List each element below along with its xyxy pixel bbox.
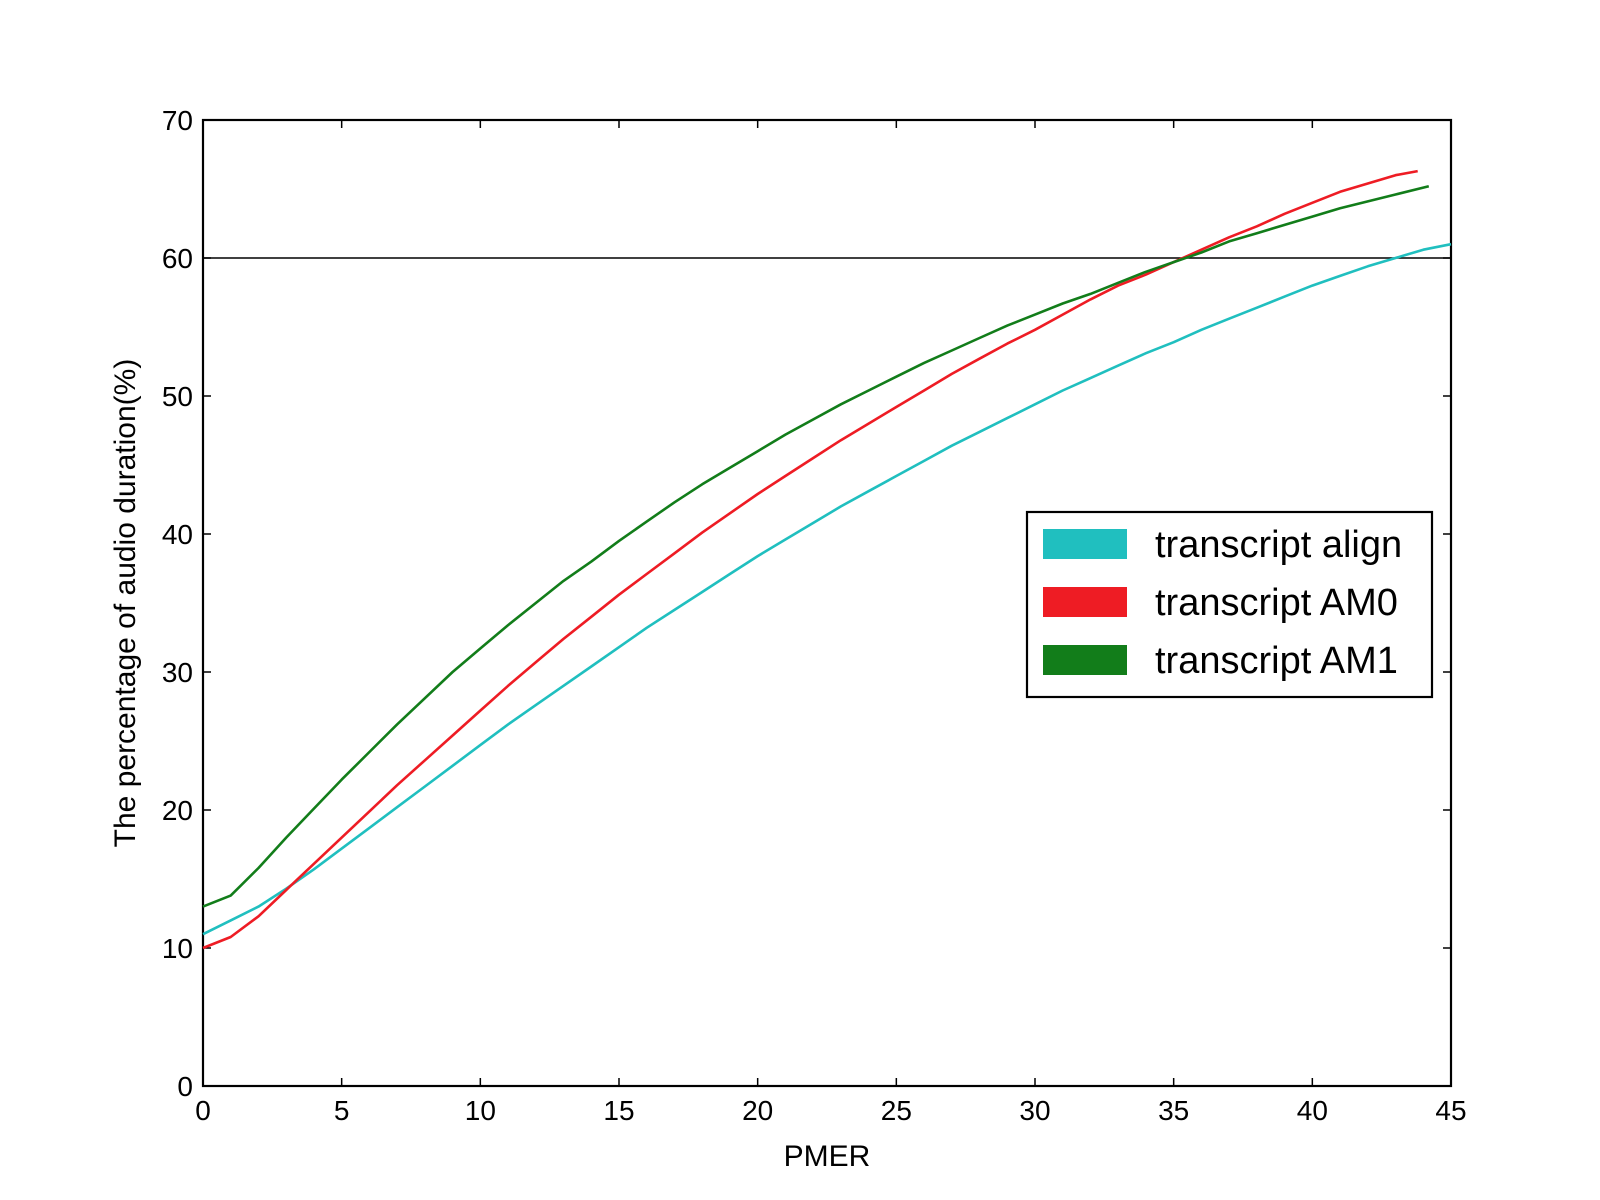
x-tick-label: 5 xyxy=(334,1095,350,1126)
y-tick-label: 20 xyxy=(162,795,193,826)
y-tick-label: 10 xyxy=(162,933,193,964)
legend: transcript align transcript AM0 transcript… xyxy=(1025,510,1434,699)
x-tick-label: 25 xyxy=(881,1095,912,1126)
legend-label-3: transcript AM1 xyxy=(1155,640,1398,682)
series-line-2 xyxy=(202,169,1418,950)
y-axis-title: The percentage of audio duration(%) xyxy=(109,359,142,848)
tick-labels: 0 5 10 15 20 25 30 35 40 45 0 10 20 30 40 50 60 70 xyxy=(162,105,1467,1126)
y-tick-label: 60 xyxy=(162,243,193,274)
plot-area xyxy=(201,118,1453,1088)
plot-frame xyxy=(201,118,1453,1088)
series-layer xyxy=(202,169,1452,950)
x-tick-label: 10 xyxy=(465,1095,496,1126)
legend-label-2: transcript AM0 xyxy=(1155,582,1398,624)
y-tick-label: 70 xyxy=(162,105,193,136)
legend-label-1: transcript align xyxy=(1155,524,1402,566)
x-tick-label: 35 xyxy=(1158,1095,1189,1126)
axis-ticks xyxy=(202,119,1452,1087)
x-axis-title: PMER xyxy=(784,1140,871,1173)
y-tick-label: 30 xyxy=(162,657,193,688)
x-tick-label: 15 xyxy=(603,1095,634,1126)
x-tick-label: 20 xyxy=(742,1095,773,1126)
x-tick-label: 30 xyxy=(1019,1095,1050,1126)
series-line-1 xyxy=(202,242,1452,936)
series-line-3 xyxy=(202,184,1430,908)
x-tick-label: 0 xyxy=(195,1095,211,1126)
legend-swatch-2 xyxy=(1043,587,1127,617)
x-tick-label: 45 xyxy=(1435,1095,1466,1126)
y-tick-label: 0 xyxy=(177,1071,193,1102)
y-tick-label: 40 xyxy=(162,519,193,550)
legend-swatch-3 xyxy=(1043,645,1127,675)
legend-swatch-1 xyxy=(1043,529,1127,559)
x-tick-label: 40 xyxy=(1297,1095,1328,1126)
y-tick-label: 50 xyxy=(162,381,193,412)
